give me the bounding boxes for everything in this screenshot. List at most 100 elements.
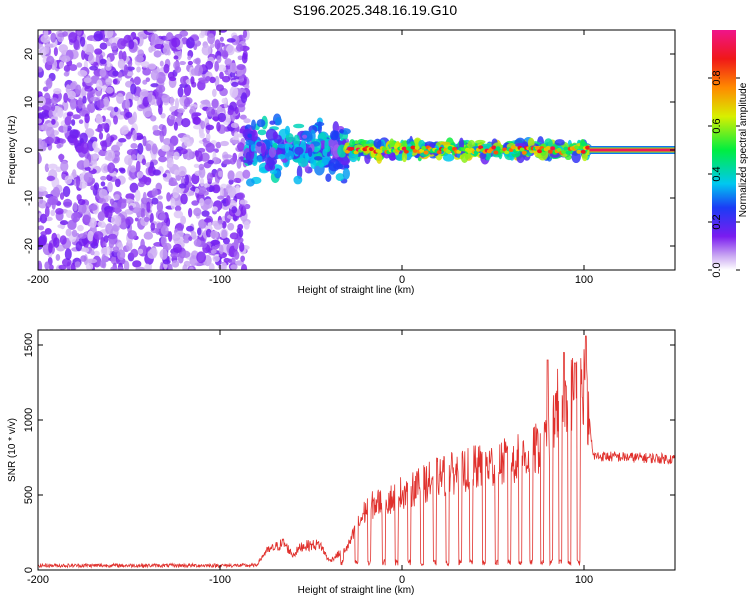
heatmap-cell [44, 206, 50, 218]
heatmap-cell [191, 200, 199, 206]
heatmap-cell [146, 201, 151, 213]
heatmap-cell [294, 146, 304, 155]
heatmap-cell [227, 170, 235, 181]
heatmap-cell [548, 149, 554, 154]
heatmap-cell [156, 95, 161, 106]
heatmap-cell [203, 218, 212, 223]
heatmap-cell [62, 185, 71, 198]
heatmap-cell [239, 114, 247, 120]
heatmap-cell [510, 145, 516, 150]
heatmap-cell [119, 111, 125, 116]
heatmap-cell [50, 97, 59, 105]
heatmap-cell [81, 49, 86, 60]
heatmap-cell [141, 158, 147, 166]
heatmap-cell [116, 93, 124, 105]
heatmap-cell [162, 43, 171, 56]
heatmap-cell [195, 57, 201, 65]
heatmap-cell [196, 184, 207, 195]
heatmap-cell [149, 212, 154, 224]
heatmap-cell [48, 109, 53, 118]
heatmap-cell [95, 128, 104, 133]
heatmap-cell [48, 242, 53, 254]
heatmap-cell [73, 137, 79, 146]
heatmap-cell [125, 98, 130, 110]
heatmap-cell [251, 129, 258, 142]
heatmap-cell [236, 192, 246, 200]
heatmap-cell [556, 147, 562, 152]
heatmap-cell [161, 144, 171, 152]
heatmap-cell [190, 76, 195, 85]
heatmap-cell [77, 199, 86, 205]
heatmap-cell [137, 49, 145, 58]
heatmap-cell [48, 264, 54, 270]
heatmap-cell [403, 149, 409, 154]
heatmap-cell [131, 154, 137, 161]
heatmap-cell [119, 126, 129, 135]
heatmap-cell [63, 123, 68, 134]
heatmap-cell [284, 143, 290, 154]
heatmap-cell [85, 262, 94, 270]
heatmap-cell [183, 238, 190, 244]
heatmap-cell [585, 145, 591, 150]
heatmap-cell [230, 139, 240, 144]
heatmap-cell [130, 83, 137, 95]
heatmap-cell [156, 222, 163, 230]
heatmap-cell [256, 141, 263, 147]
heatmap-cell [561, 149, 567, 154]
heatmap-cell [238, 75, 245, 83]
heatmap-cell [222, 154, 233, 159]
heatmap-cell [93, 30, 104, 42]
heatmap-cell [129, 205, 134, 210]
heatmap-cell [201, 44, 212, 56]
heatmap-cell [181, 117, 191, 128]
heatmap-cell [349, 139, 356, 148]
heatmap-cell [229, 101, 238, 112]
heatmap-cell [84, 166, 91, 171]
heatmap-cell [217, 64, 227, 72]
heatmap-cell [107, 181, 113, 193]
heatmap-cell [257, 129, 267, 136]
colorbar-tick-label: 0.4 [711, 166, 723, 181]
heatmap-cell [78, 119, 84, 124]
heatmap-cell [241, 263, 248, 270]
heatmap-cell [59, 220, 69, 226]
heatmap-cell [401, 146, 407, 151]
heatmap-cell [174, 200, 180, 207]
heatmap-cell [229, 86, 239, 98]
heatmap-cell [235, 43, 244, 52]
heatmap-cell [51, 118, 56, 125]
heatmap-cell [233, 239, 239, 250]
heatmap-cell [160, 112, 166, 119]
heatmap-cell [129, 165, 137, 173]
heatmap-cell [90, 250, 95, 256]
heatmap-cell [333, 163, 344, 170]
heatmap-cell [144, 263, 151, 270]
heatmap-cell [236, 63, 246, 71]
heatmap-cell [118, 138, 127, 143]
heatmap-cell [76, 30, 82, 36]
heatmap-cell [221, 229, 228, 239]
heatmap-cell [132, 111, 137, 123]
spectrogram-y-tick-label: -10 [23, 190, 35, 206]
heatmap-cell [125, 111, 133, 119]
heatmap-cell [156, 201, 164, 213]
heatmap-cell [231, 81, 239, 87]
heatmap-cell [308, 125, 318, 134]
heatmap-cell [174, 205, 182, 212]
heatmap-cell [277, 153, 286, 160]
heatmap-cell [211, 98, 219, 109]
heatmap-cell [92, 141, 98, 150]
heatmap-cell [116, 38, 127, 50]
heatmap-cell [40, 34, 51, 44]
spectrogram-x-tick-label: 0 [399, 274, 405, 286]
heatmap-cell [163, 63, 170, 74]
heatmap-cell [107, 162, 116, 174]
heatmap-cell [209, 76, 216, 84]
heatmap-cell [89, 217, 97, 228]
heatmap-cell [113, 106, 119, 113]
heatmap-cell [200, 99, 210, 105]
heatmap-cell [410, 145, 416, 150]
heatmap-cell [515, 143, 526, 148]
heatmap-cells [38, 30, 675, 270]
heatmap-cell [55, 208, 64, 215]
